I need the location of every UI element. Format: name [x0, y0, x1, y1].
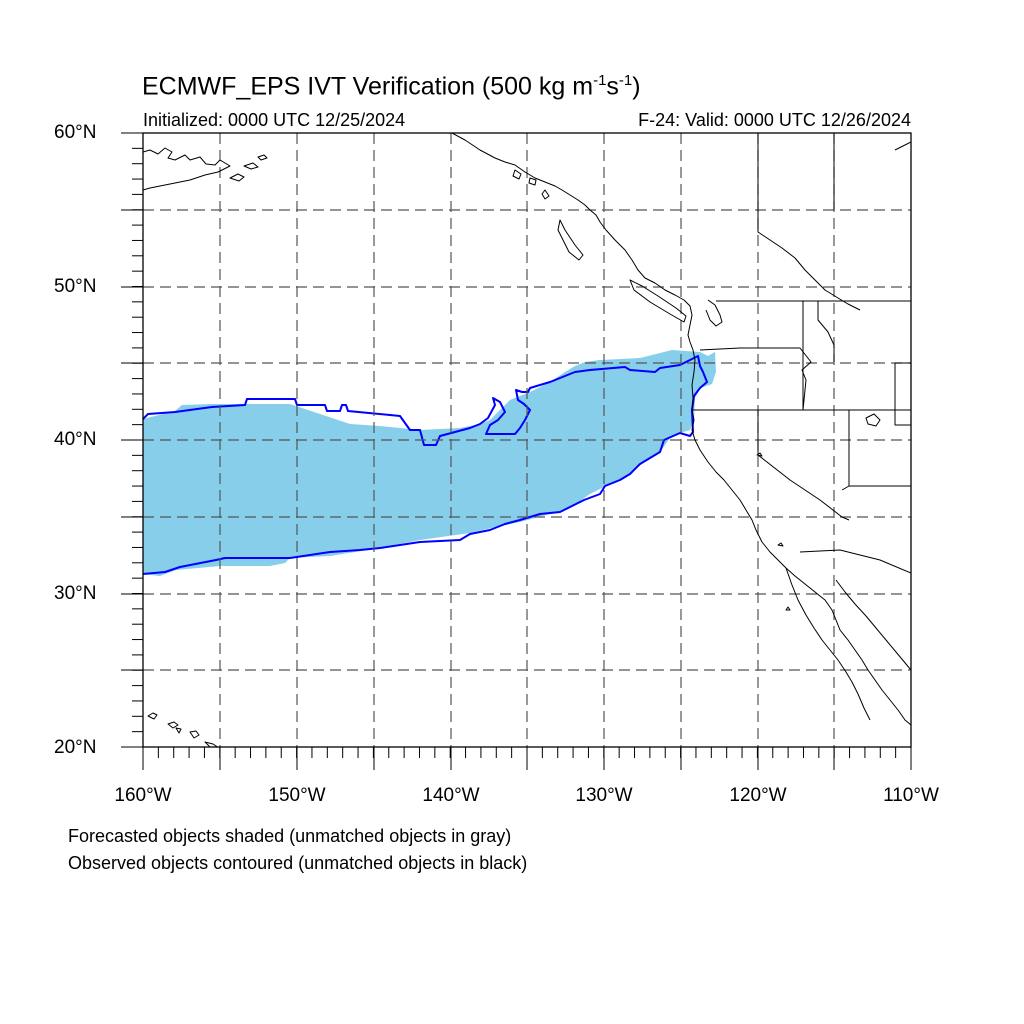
lat-label-40n: 40°N [54, 429, 97, 450]
lon-label-120w: 120°W [729, 785, 787, 806]
observed-object-contour [143, 355, 708, 575]
lat-label-20n: 20°N [54, 737, 97, 758]
axis-minor-ticks [132, 132, 912, 758]
lat-label-50n: 50°N [54, 276, 97, 297]
lat-label-30n: 30°N [54, 583, 97, 604]
lon-label-160w: 160°W [114, 785, 172, 806]
lon-label-130w: 130°W [575, 785, 633, 806]
valid-time: F-24: Valid: 0000 UTC 12/26/2024 [638, 110, 911, 130]
forecast-object-shading [143, 350, 716, 576]
graticule-grid [143, 133, 911, 747]
lat-label-60n: 60°N [54, 122, 97, 143]
lon-label-110w: 110°W [883, 785, 939, 806]
forecast-note: Forecasted objects shaded (unmatched obj… [68, 826, 512, 846]
initialized-time: Initialized: 0000 UTC 12/25/2024 [143, 110, 406, 130]
lon-label-140w: 140°W [422, 785, 480, 806]
coastline-borders [143, 133, 911, 747]
observed-note: Observed objects contoured (unmatched ob… [68, 853, 528, 873]
map-title: ECMWF_EPS IVT Verification (500 kg m-1s-… [142, 72, 641, 101]
lon-label-150w: 150°W [268, 785, 326, 806]
